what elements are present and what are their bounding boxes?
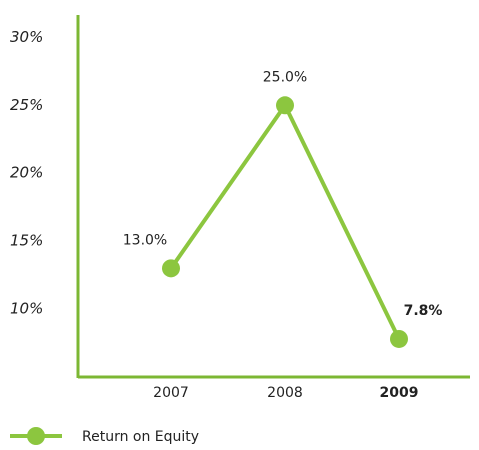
y-tick-label: 20%: [10, 164, 43, 182]
legend-label: Return on Equity: [82, 429, 199, 445]
line: [169, 101, 401, 340]
data-label: 25.0%: [263, 69, 307, 85]
point: [390, 329, 408, 348]
x-tick-label: 2007: [153, 385, 189, 401]
data-label: 7.8%: [404, 303, 443, 319]
point: [162, 259, 180, 278]
y-tick-label: 25%: [10, 96, 43, 114]
y-tick-label: 10%: [10, 300, 43, 318]
data-label: 13.0%: [123, 232, 167, 248]
point: [276, 96, 294, 115]
x-tick-label: 2009: [380, 385, 419, 401]
y-tick-label: 30%: [10, 28, 43, 46]
y-tick-label: 15%: [10, 232, 43, 250]
legend-marker: [27, 427, 45, 445]
x-tick-label: 2008: [267, 385, 303, 401]
